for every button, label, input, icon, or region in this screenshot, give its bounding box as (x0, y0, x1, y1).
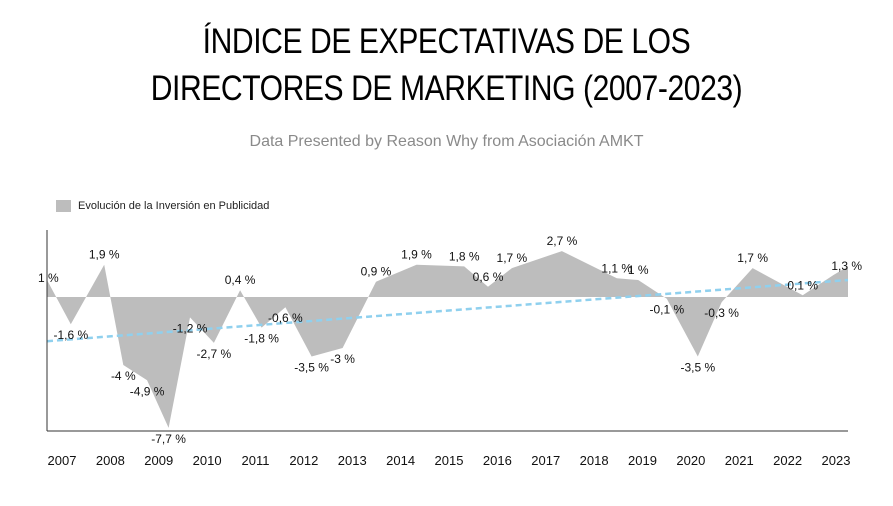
chart-subtitle: Data Presented by Reason Why from Asocia… (249, 133, 644, 150)
data-label: -3 % (330, 352, 355, 366)
data-label: -0,1 % (649, 303, 684, 317)
data-label: -0,3 % (704, 306, 739, 320)
data-label: -0,6 % (268, 311, 303, 325)
series-area (47, 251, 848, 428)
data-label: 1 % (628, 263, 649, 277)
legend-swatch (56, 200, 71, 212)
x-tick-label: 2008 (96, 453, 125, 468)
data-label: 1,8 % (449, 249, 480, 263)
x-tick-label: 2009 (144, 453, 173, 468)
data-label: 1,9 % (401, 248, 432, 262)
chart-title: ÍNDICE DE EXPECTATIVAS DE LOS DIRECTORES… (63, 18, 831, 112)
x-tick-label: 2015 (435, 453, 464, 468)
data-label: 0,6 % (473, 270, 504, 284)
data-label: 2,7 % (547, 234, 578, 248)
data-label: 1,7 % (737, 251, 768, 265)
data-label: -1,6 % (53, 328, 88, 342)
x-tick-label: 2007 (48, 453, 77, 468)
data-label: 0,9 % (361, 265, 392, 279)
x-tick-label: 2022 (773, 453, 802, 468)
data-label: -4 % (111, 369, 136, 383)
x-tick-label: 2011 (242, 453, 270, 468)
x-tick-label: 2013 (338, 453, 367, 468)
title-line-1: ÍNDICE DE EXPECTATIVAS DE LOS (202, 22, 691, 61)
data-label: 1,3 % (831, 259, 862, 273)
x-tick-label: 2010 (193, 453, 222, 468)
data-label: -7,7 % (151, 432, 186, 446)
trend-line (46, 278, 849, 343)
x-tick-label: 2023 (822, 453, 851, 468)
data-label: 0,1 % (787, 278, 818, 292)
x-tick-label: 2014 (386, 453, 415, 468)
data-label: -4,9 % (130, 384, 165, 398)
legend-label: Evolución de la Inversión en Publicidad (78, 200, 270, 212)
title-line-2: DIRECTORES DE MARKETING (2007-2023) (150, 69, 743, 108)
data-label: 1,1 % (601, 261, 632, 275)
x-tick-label: 2018 (580, 453, 609, 468)
x-tick-label: 2016 (483, 453, 512, 468)
x-tick-label: 2012 (289, 453, 318, 468)
data-label: 1,9 % (89, 248, 120, 262)
data-label: -1,2 % (173, 321, 208, 335)
data-label: 1,7 % (497, 251, 528, 265)
data-label: -2,7 % (197, 347, 232, 361)
data-label: -3,5 % (294, 361, 329, 375)
data-label: 1 % (38, 271, 59, 285)
x-tick-label: 2020 (676, 453, 705, 468)
legend: Evolución de la Inversión en Publicidad (56, 200, 269, 212)
x-tick-label: 2017 (531, 453, 560, 468)
x-tick-label: 2019 (628, 453, 657, 468)
data-label: -1,8 % (244, 332, 279, 346)
data-label: 0,4 % (225, 273, 256, 287)
x-tick-label: 2021 (725, 453, 754, 468)
data-label: -3,5 % (680, 361, 715, 375)
